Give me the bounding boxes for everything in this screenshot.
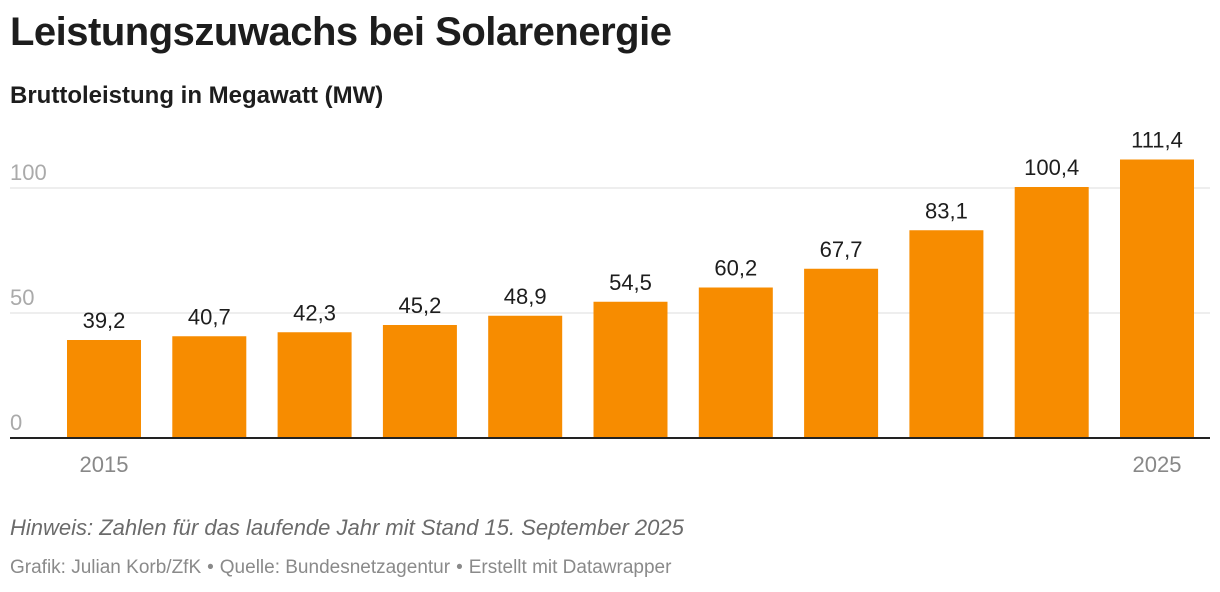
bar-2025 xyxy=(1120,159,1194,438)
bar-2024 xyxy=(1014,187,1089,438)
bar-2017 xyxy=(277,332,352,438)
x-tick-label-2025: 2025 xyxy=(1133,452,1182,477)
chart-title: Leistungszuwachs bei Solarenergie xyxy=(10,10,672,54)
y-tick-label: 100 xyxy=(10,160,47,185)
bar-2020 xyxy=(593,301,668,438)
bar-2016 xyxy=(172,336,247,438)
value-label-2016: 40,7 xyxy=(188,304,231,329)
credit-separator: • xyxy=(456,557,463,578)
value-label-2023: 83,1 xyxy=(925,198,968,223)
value-label-2019: 48,9 xyxy=(504,284,547,309)
value-label-2021: 60,2 xyxy=(714,256,757,281)
bar-2018 xyxy=(382,325,457,438)
bar-2019 xyxy=(488,315,563,438)
value-label-2018: 45,2 xyxy=(398,293,441,318)
y-tick-label: 0 xyxy=(10,410,22,435)
y-tick-label: 50 xyxy=(10,285,34,310)
credits-line: Grafik: Julian Korb/ZfK • Quelle: Bundesne… xyxy=(10,557,671,579)
value-label-2020: 54,5 xyxy=(609,270,652,295)
bar-chart: 0 50 100 39,2 40,7 42,3 45,2 48,9 54,5 60,2 67,7 8… xyxy=(10,128,1210,477)
credit-separator: • xyxy=(207,557,214,578)
value-label-2017: 42,3 xyxy=(293,300,336,325)
bar-2015 xyxy=(67,340,141,438)
x-tick-label-2015: 2015 xyxy=(80,452,129,477)
value-label-2015: 39,2 xyxy=(83,308,126,333)
bar-2022 xyxy=(804,268,879,438)
tool-credit: Erstellt mit Datawrapper xyxy=(468,557,672,578)
footnote: Hinweis: Zahlen für das laufende Jahr mi… xyxy=(10,515,684,540)
source-credit: Quelle: Bundesnetzagentur xyxy=(219,557,451,578)
chart-subtitle: Bruttoleistung in Megawatt (MW) xyxy=(10,82,384,109)
value-label-2022: 67,7 xyxy=(820,237,863,262)
value-label-2024: 100,4 xyxy=(1024,155,1079,180)
bar-2023 xyxy=(909,230,984,438)
author-credit: Grafik: Julian Korb/ZfK xyxy=(10,557,202,578)
bars xyxy=(67,159,1194,438)
x-axis: 2015 2025 xyxy=(10,437,1210,477)
bar-2021 xyxy=(698,287,773,438)
value-label-2025: 111,4 xyxy=(1131,128,1183,153)
value-labels: 39,2 40,7 42,3 45,2 48,9 54,5 60,2 67,7 83,1 100,… xyxy=(83,128,1183,334)
